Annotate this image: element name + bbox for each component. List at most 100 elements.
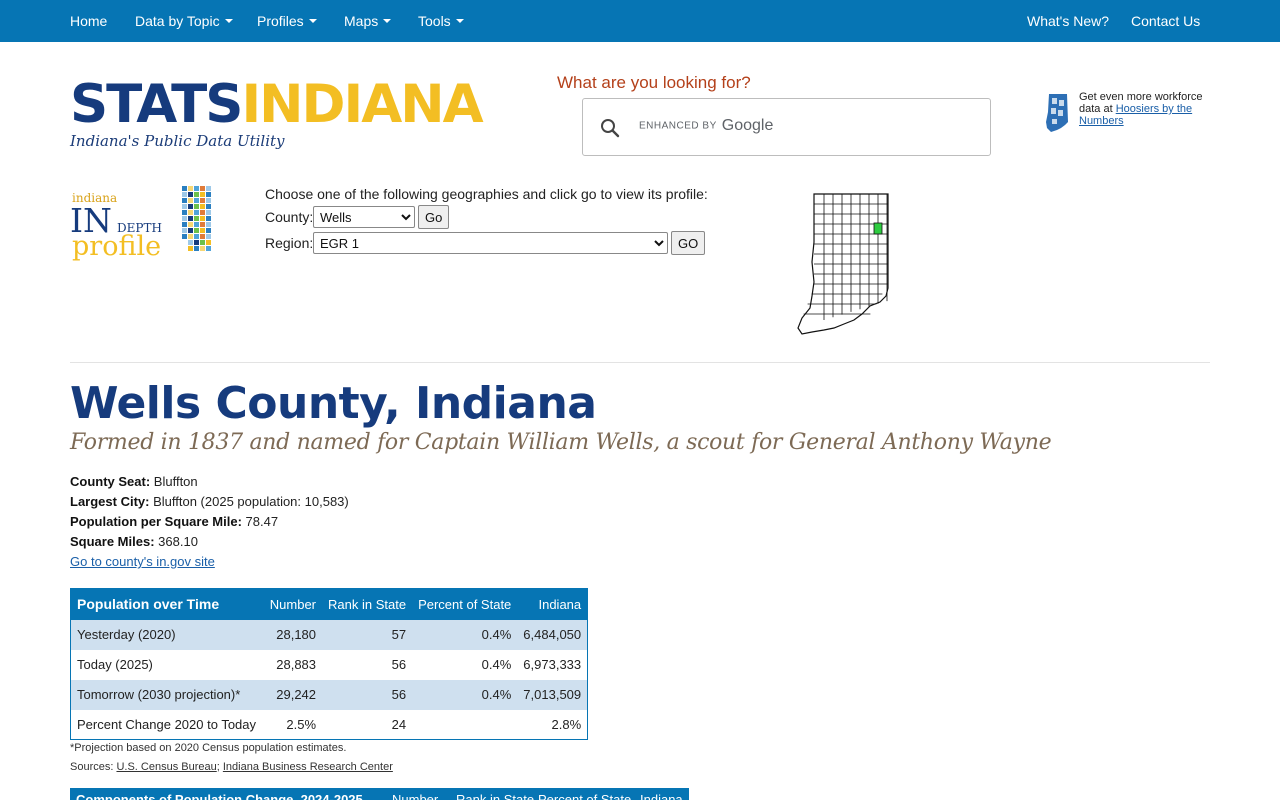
table-header: Rank in State [456, 792, 535, 800]
table-header: Rank in State [322, 588, 413, 620]
sources-label: Sources: [70, 761, 117, 773]
logo-profile: profile [72, 231, 161, 262]
indiana-mosaic-icon [182, 186, 211, 251]
table-header-row: Population over Time Number Rank in Stat… [70, 588, 588, 620]
sources-line: Sources: U.S. Census Bureau; Indiana Bus… [70, 761, 393, 773]
hoosiers-by-numbers-icon[interactable] [1043, 92, 1073, 132]
search-box: ENHANCED BY Google [582, 98, 991, 156]
logo-depth: DEPTH [117, 221, 162, 235]
table-cell [412, 710, 517, 740]
county-seat-label: County Seat: [70, 474, 151, 489]
table-cell: 56 [391, 657, 407, 672]
region-select[interactable]: EGR 1 [313, 232, 668, 254]
logo-indiana-small: indiana [72, 191, 117, 205]
logo-in: IN [70, 201, 112, 240]
table-cell: 6,973,333 [523, 657, 582, 672]
search-input[interactable] [638, 112, 958, 142]
logo-indiana-text: INDIANA [241, 74, 483, 135]
table-header: Number [262, 588, 323, 620]
largest-city-value: Bluffton (2025 population: 10,583) [153, 494, 349, 509]
county-site-link[interactable]: Go to county's in.gov site [70, 554, 215, 569]
table-cell: 56 [322, 679, 413, 710]
county-select[interactable]: Wells [313, 206, 415, 228]
sq-miles-label: Square Miles: [70, 534, 155, 549]
nav-home-label: Home [70, 13, 108, 29]
pop-sq-mile-value: 78.47 [245, 514, 279, 529]
table-cell: Yesterday (2020) [70, 619, 263, 650]
components-of-change-table-header: Components of Population Change, 2024-20… [70, 788, 689, 800]
fact-pop-per-sq-mile: Population per Square Mile: 78.47 [70, 512, 349, 532]
logo-stats-text: STATS [70, 74, 243, 135]
region-go-button[interactable]: GO [671, 231, 706, 255]
pop-sq-mile-label: Population per Square Mile: [70, 514, 242, 529]
table-cell: 0.4% [412, 679, 518, 710]
search-icon[interactable] [598, 116, 622, 140]
caret-down-icon [224, 19, 233, 24]
table-cell: 57 [322, 619, 413, 650]
caret-down-icon [383, 19, 392, 24]
hoosiers-by-numbers-link[interactable]: Hoosiers by the Numbers [1079, 103, 1193, 127]
county-go-button[interactable]: Go [418, 205, 450, 229]
table-cell: 24 [391, 716, 407, 732]
nav-maps-label: Maps [344, 13, 379, 29]
caret-down-icon [308, 19, 317, 24]
top-navbar: Home Data by Topic Profiles Maps Tools W… [0, 0, 1280, 42]
table-row: Tomorrow (2030 projection)* 29,242 56 0.… [70, 679, 588, 710]
county-label: County: [265, 209, 314, 225]
census-bureau-link[interactable]: U.S. Census Bureau [116, 761, 217, 773]
fact-county-seat: County Seat: Bluffton [70, 472, 349, 492]
nav-data-by-topic[interactable]: Data by Topic [135, 0, 233, 42]
geography-instructions: Choose one of the following geographies … [265, 186, 708, 202]
table-header: Percent of State [538, 792, 632, 800]
nav-maps[interactable]: Maps [344, 0, 392, 42]
table-header: Number [392, 792, 439, 800]
nav-profiles[interactable]: Profiles [257, 0, 317, 42]
caret-down-icon [455, 19, 464, 24]
fact-square-miles: Square Miles: 368.10 [70, 532, 349, 552]
indiana-indepth-profile-logo[interactable]: indiana IN DEPTH profile [70, 185, 212, 263]
table-row: Today (2025) 28,883 56 0.4% 6,973,333 [71, 650, 588, 680]
table-cell: 2.8% [551, 716, 582, 732]
county-subtitle: Formed in 1837 and named for Captain Wil… [70, 430, 1052, 455]
search-prompt: What are you looking for? [557, 73, 751, 92]
table-header: Indiana [517, 588, 588, 620]
table-header: Percent of State [412, 588, 518, 620]
county-seat-value: Bluffton [153, 474, 198, 489]
table-header: Population over Time [70, 588, 263, 620]
nav-data-by-topic-label: Data by Topic [135, 13, 220, 29]
stats-indiana-logo[interactable]: STATSINDIANA [70, 74, 484, 136]
indiana-county-map[interactable] [794, 192, 894, 336]
hoosiers-by-numbers-promo: Get even more workforce data at Hoosiers… [1079, 91, 1219, 127]
table-cell: Percent Change 2020 to Today [77, 716, 257, 732]
table-cell: 28,180 [262, 619, 323, 650]
region-label: Region: [265, 235, 314, 251]
section-divider [70, 362, 1210, 363]
table-cell: 0.4% [412, 619, 518, 650]
nav-home[interactable]: Home [70, 0, 107, 42]
nav-whats-new[interactable]: What's New? [1027, 0, 1109, 42]
largest-city-label: Largest City: [70, 494, 150, 509]
nav-profiles-label: Profiles [257, 13, 304, 29]
nav-tools[interactable]: Tools [418, 0, 464, 42]
table-row: Percent Change 2020 to Today 2.5% 24 2.8… [71, 710, 588, 740]
table-cell: 6,484,050 [517, 619, 588, 650]
sq-miles-value: 368.10 [158, 534, 198, 549]
ibrc-link[interactable]: Indiana Business Research Center [222, 761, 393, 773]
nav-contact-us[interactable]: Contact Us [1131, 0, 1200, 42]
table-cell: 29,242 [262, 679, 323, 710]
table-cell: 2.5% [286, 716, 317, 732]
county-title: Wells County, Indiana [70, 378, 597, 429]
table-row: Yesterday (2020) 28,180 57 0.4% 6,484,05… [70, 619, 588, 650]
nav-contact-us-label: Contact Us [1131, 13, 1201, 29]
table-cell: Tomorrow (2030 projection)* [70, 679, 263, 710]
site-tagline: Indiana's Public Data Utility [70, 132, 285, 150]
table-cell: 7,013,509 [517, 679, 588, 710]
projection-footnote: *Projection based on 2020 Census populat… [70, 742, 347, 754]
county-facts: County Seat: Bluffton Largest City: Bluf… [70, 472, 349, 572]
sources-separator: ; [216, 761, 223, 773]
population-over-time-table: Population over Time Number Rank in Stat… [70, 588, 589, 740]
fact-largest-city: Largest City: Bluffton (2025 population:… [70, 492, 349, 512]
table-header: Indiana [640, 792, 683, 800]
table-cell: Today (2025) [77, 657, 153, 672]
nav-tools-label: Tools [418, 13, 451, 29]
